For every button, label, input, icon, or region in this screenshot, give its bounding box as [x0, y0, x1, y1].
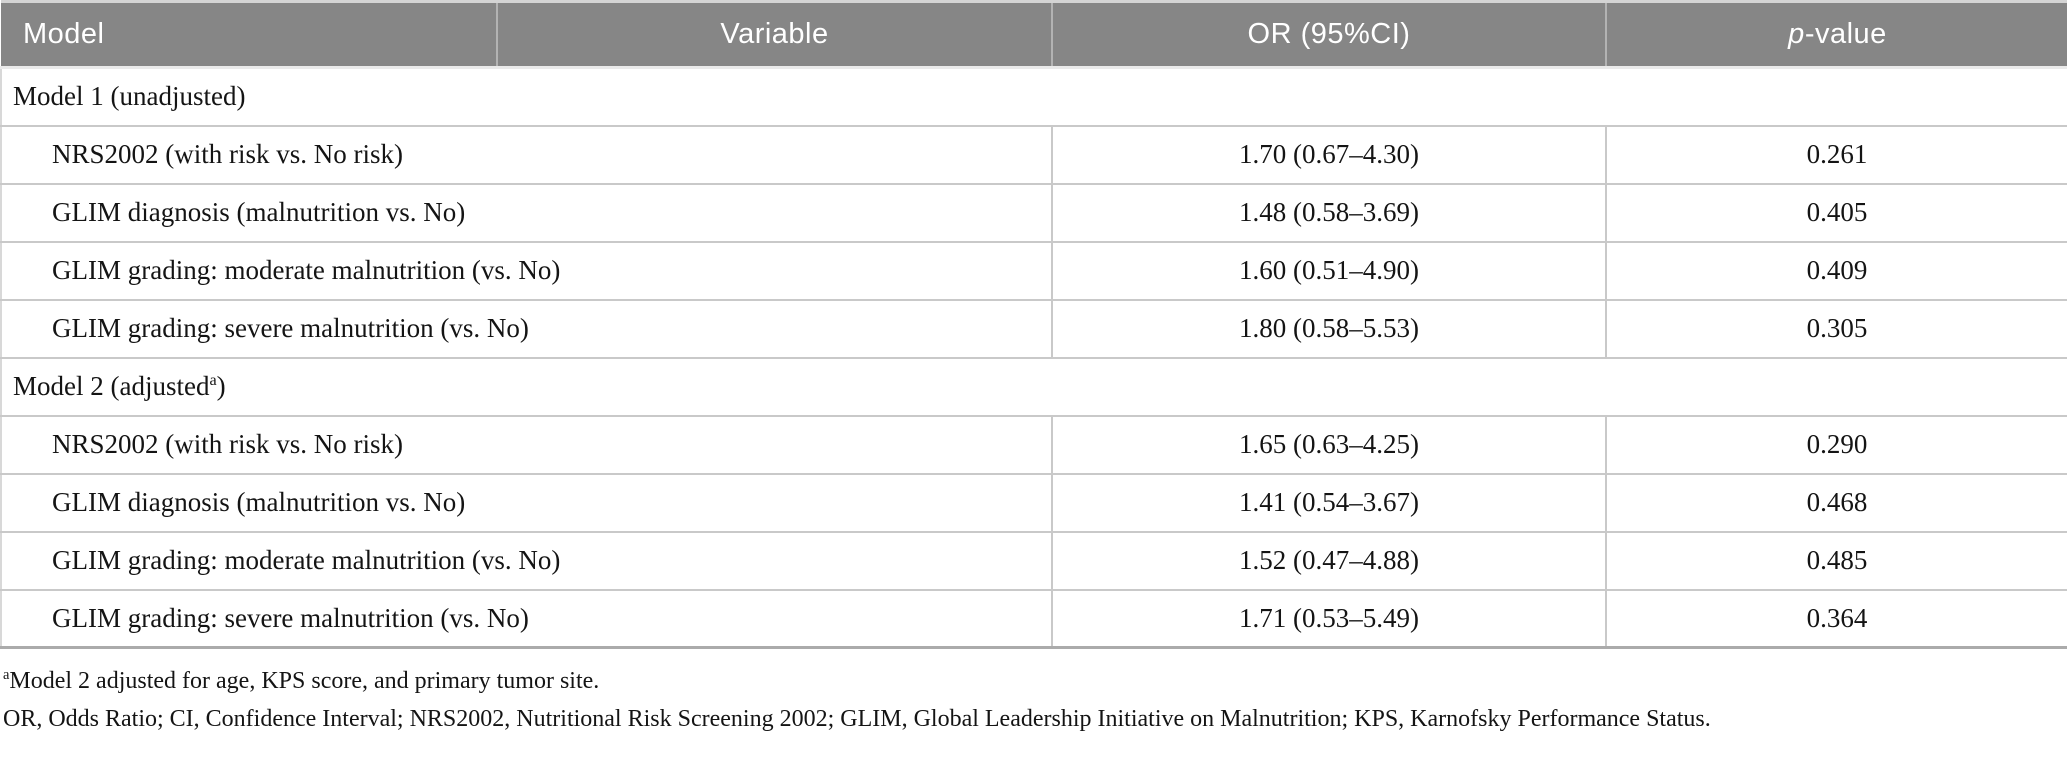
section-title-text: Model 1 (unadjusted)	[13, 81, 246, 112]
or-cell: 1.65 (0.63–4.25)	[1052, 415, 1607, 475]
logistic-regression-table: Model Variable OR (95%CI) p-value Model …	[0, 0, 2067, 649]
table-row-m1-nrs2002: NRS2002 (with risk vs. No risk) 1.70 (0.…	[0, 125, 2067, 185]
or-cell: 1.70 (0.67–4.30)	[1052, 125, 1607, 185]
col-header-pvalue: p-value	[1605, 0, 2067, 69]
footnote-adjustment: aModel 2 adjusted for age, KPS score, an…	[3, 662, 2067, 700]
or-cell: 1.48 (0.58–3.69)	[1052, 183, 1607, 243]
pvalue-cell: 0.468	[1606, 473, 2067, 533]
section-title-text: Model 2 (adjusted	[13, 371, 210, 401]
table-row-m2-nrs2002: NRS2002 (with risk vs. No risk) 1.65 (0.…	[0, 415, 2067, 475]
section-title-suffix: )	[216, 371, 226, 401]
or-cell: 1.71 (0.53–5.49)	[1052, 589, 1607, 649]
variable-cell: GLIM diagnosis (malnutrition vs. No)	[0, 473, 1053, 533]
pvalue-cell: 0.290	[1606, 415, 2067, 475]
pvalue-cell: 0.305	[1606, 299, 2067, 359]
or-cell: 1.60 (0.51–4.90)	[1052, 241, 1607, 301]
or-cell: 1.80 (0.58–5.53)	[1052, 299, 1607, 359]
section-title-model2: Model 2 (adjusteda)	[0, 357, 2067, 417]
variable-cell: GLIM grading: moderate malnutrition (vs.…	[0, 531, 1053, 591]
footnote-abbreviations: OR, Odds Ratio; CI, Confidence Interval;…	[3, 706, 1711, 732]
variable-cell: NRS2002 (with risk vs. No risk)	[0, 125, 1053, 185]
table-row-m2-glim-severe: GLIM grading: severe malnutrition (vs. N…	[0, 589, 2067, 649]
pvalue-cell: 0.405	[1606, 183, 2067, 243]
variable-cell: GLIM grading: severe malnutrition (vs. N…	[0, 589, 1053, 649]
or-cell: 1.41 (0.54–3.67)	[1052, 473, 1607, 533]
table-row-m2-glim-diagnosis: GLIM diagnosis (malnutrition vs. No) 1.4…	[0, 473, 2067, 533]
pvalue-cell: 0.485	[1606, 531, 2067, 591]
variable-cell: GLIM diagnosis (malnutrition vs. No)	[0, 183, 1053, 243]
table-body: Model 1 (unadjusted) NRS2002 (with risk …	[0, 67, 2067, 649]
section-row-model1: Model 1 (unadjusted)	[0, 67, 2067, 127]
or-cell: 1.52 (0.47–4.88)	[1052, 531, 1607, 591]
pvalue-label-rest: -value	[1804, 18, 1887, 50]
footnote-superscript-a: a	[3, 667, 10, 683]
section-title-superscript: a	[209, 371, 217, 389]
pvalue-italic-p: p	[1788, 18, 1805, 50]
variable-cell: NRS2002 (with risk vs. No risk)	[0, 415, 1053, 475]
col-header-variable: Variable	[496, 0, 1052, 69]
table-row-m2-glim-moderate: GLIM grading: moderate malnutrition (vs.…	[0, 531, 2067, 591]
pvalue-cell: 0.364	[1606, 589, 2067, 649]
table-row-m1-glim-severe: GLIM grading: severe malnutrition (vs. N…	[0, 299, 2067, 359]
table-footnotes: aModel 2 adjusted for age, KPS score, an…	[0, 662, 2067, 738]
pvalue-cell: 0.261	[1606, 125, 2067, 185]
variable-cell: GLIM grading: severe malnutrition (vs. N…	[0, 299, 1053, 359]
pvalue-cell: 0.409	[1606, 241, 2067, 301]
header-row: Model Variable OR (95%CI) p-value	[1, 0, 2067, 69]
table-row-m1-glim-moderate: GLIM grading: moderate malnutrition (vs.…	[0, 241, 2067, 301]
table-row-m1-glim-diagnosis: GLIM diagnosis (malnutrition vs. No) 1.4…	[0, 183, 2067, 243]
col-header-or-ci: OR (95%CI)	[1051, 0, 1606, 69]
table-header: Model Variable OR (95%CI) p-value	[1, 0, 2067, 69]
col-header-model: Model	[1, 0, 497, 69]
section-title-model1: Model 1 (unadjusted)	[0, 67, 2067, 127]
variable-cell: GLIM grading: moderate malnutrition (vs.…	[0, 241, 1053, 301]
section-row-model2: Model 2 (adjusteda)	[0, 357, 2067, 417]
footnote-adjustment-text: Model 2 adjusted for age, KPS score, and…	[9, 668, 600, 694]
